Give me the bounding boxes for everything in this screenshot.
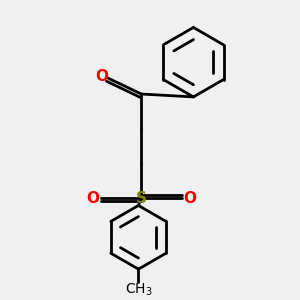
Text: S: S <box>136 191 147 206</box>
Text: O: O <box>183 191 196 206</box>
Text: CH$_3$: CH$_3$ <box>124 282 152 298</box>
Text: O: O <box>95 69 108 84</box>
Text: O: O <box>86 191 99 206</box>
